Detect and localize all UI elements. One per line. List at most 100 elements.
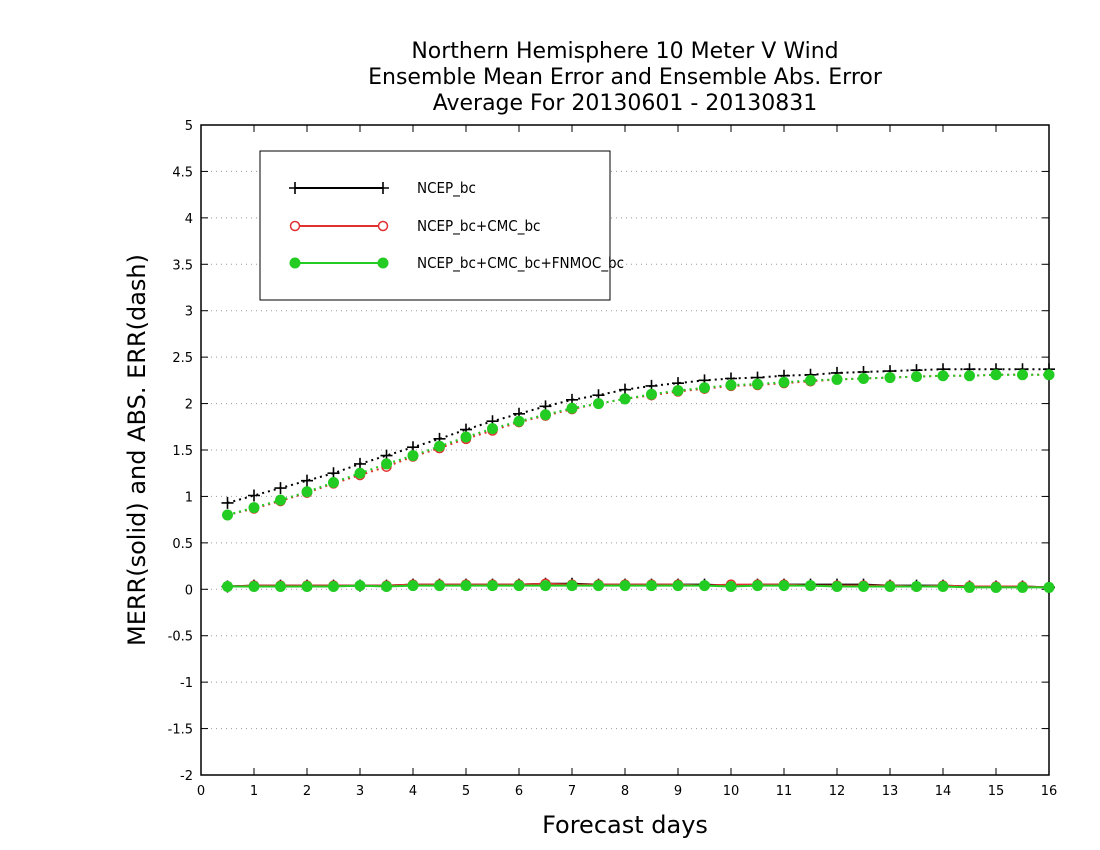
x-tick-label: 8: [621, 784, 629, 799]
abs-error-point: [328, 477, 339, 488]
y-tick-label: 3: [185, 305, 193, 320]
legend-label: NCEP_bc+CMC_bc+FNMOC_bc: [417, 254, 624, 273]
mean-error-point: [1043, 581, 1055, 593]
mean-error-point: [805, 580, 816, 592]
legend-marker: [377, 182, 389, 194]
abs-error-line: [227, 368, 1049, 504]
abs-error-point: [593, 398, 604, 410]
mean-error-point: [301, 581, 313, 592]
abs-error-point: [990, 369, 1002, 381]
x-tick-label: 11: [776, 784, 793, 799]
x-axis: 0 1 2 3 4 5 6 7 8 9 10 11 12 13 14 15 16: [197, 125, 1057, 799]
legend-marker: [377, 220, 389, 232]
x-tick-label: 12: [829, 784, 846, 799]
mean-error-point: [566, 580, 578, 592]
x-tick-label: 4: [409, 784, 417, 799]
chart-title: Northern Hemisphere 10 Meter V WindEnsem…: [368, 39, 883, 116]
legend-marker: [289, 220, 301, 232]
mean-error-point: [672, 580, 684, 592]
mean-error-point: [593, 580, 604, 592]
mean-error-point: [646, 580, 657, 592]
abs-error-point: [248, 489, 260, 502]
x-tick-label: 14: [935, 784, 952, 799]
abs-error-point: [460, 431, 472, 443]
x-tick-label: 0: [197, 784, 205, 799]
mean-error-point: [699, 580, 710, 592]
mean-error-point: [752, 580, 763, 592]
y-axis: -2 -1.5 -1 -0.5 0 0.5 1 1.5 2 2.5 3 3.5 4 4.5 5: [168, 119, 1049, 784]
legend-item: NCEP_bc+CMC_bc+FNMOC_bc: [289, 254, 624, 273]
mean-error-point: [328, 581, 339, 592]
abs-error-point: [858, 373, 869, 384]
abs-error-point: [778, 376, 790, 388]
abs-error-point: [434, 440, 445, 452]
x-tick-label: 10: [723, 784, 740, 799]
legend-marker: [377, 257, 389, 269]
abs-error-point: [540, 409, 551, 421]
mean-error-point: [1017, 581, 1028, 593]
abs-error-point: [1017, 369, 1028, 381]
mean-error-point: [911, 581, 922, 592]
mean-error-point: [540, 580, 551, 592]
abs-error-point: [805, 374, 816, 386]
abs-error-point: [222, 509, 233, 521]
legend-marker: [289, 182, 301, 194]
abs-error-point: [1043, 369, 1055, 381]
mean-error-point: [884, 581, 896, 592]
mean-error-point: [964, 581, 975, 593]
mean-error-point: [407, 580, 419, 592]
mean-error-point: [434, 580, 445, 592]
y-tick-label: 3.5: [172, 258, 193, 273]
y-tick-label: 4.5: [172, 165, 193, 180]
abs-error-point: [884, 372, 896, 384]
mean-error-point: [487, 580, 498, 592]
y-tick-label: 5: [185, 119, 193, 134]
abs-error-point: [248, 502, 260, 514]
x-tick-label: 7: [568, 784, 576, 799]
legend-label: NCEP_bc+CMC_bc: [417, 217, 540, 236]
legend-item: NCEP_bc+CMC_bc: [289, 217, 540, 236]
abs-error-point: [619, 393, 631, 405]
y-tick-label: -1: [180, 676, 193, 691]
x-tick-label: 6: [515, 784, 523, 799]
abs-error-line: [227, 373, 1049, 516]
abs-error-point: [937, 370, 949, 382]
mean-error-point: [222, 581, 233, 592]
abs-error-point: [301, 474, 313, 487]
legend-marker: [289, 257, 301, 269]
mean-error-point: [354, 580, 366, 592]
y-tick-label: 1.5: [172, 444, 193, 459]
y-tick-label: 0: [185, 583, 193, 598]
x-axis-label: Forecast days: [542, 811, 708, 839]
series-NCEP_bc+CMC_bc: [222, 369, 1055, 593]
abs-error-point: [487, 423, 498, 435]
legend-label: NCEP_bc: [417, 179, 476, 198]
x-tick-label: 15: [988, 784, 1005, 799]
x-tick-label: 16: [1041, 784, 1058, 799]
abs-error-point: [301, 486, 313, 498]
y-axis-label: MERR(solid) and ABS. ERR(dash): [123, 254, 151, 646]
mean-error-point: [275, 581, 286, 592]
x-tick-label: 13: [882, 784, 899, 799]
chart-title-line: Average For 20130601 - 20130831: [433, 91, 818, 116]
mean-error-point: [513, 580, 525, 592]
mean-error-point: [778, 580, 790, 592]
legend-item: NCEP_bc: [289, 179, 476, 198]
y-tick-label: 0.5: [172, 537, 193, 552]
chart-title-line: Northern Hemisphere 10 Meter V Wind: [411, 39, 838, 64]
abs-error-line: [227, 373, 1049, 516]
series: [221, 363, 1055, 594]
x-tick-label: 5: [462, 784, 470, 799]
x-tick-label: 9: [674, 784, 682, 799]
x-tick-label: 1: [250, 784, 258, 799]
abs-error-point: [221, 496, 234, 509]
mean-error-point: [619, 580, 631, 592]
mean-error-point: [725, 581, 737, 592]
y-tick-label: -1.5: [168, 723, 193, 738]
mean-error-line: [227, 584, 1049, 589]
abs-error-point: [274, 482, 287, 495]
x-tick-label: 2: [303, 784, 311, 799]
x-tick-label: 3: [356, 784, 364, 799]
mean-error-point: [381, 581, 392, 592]
